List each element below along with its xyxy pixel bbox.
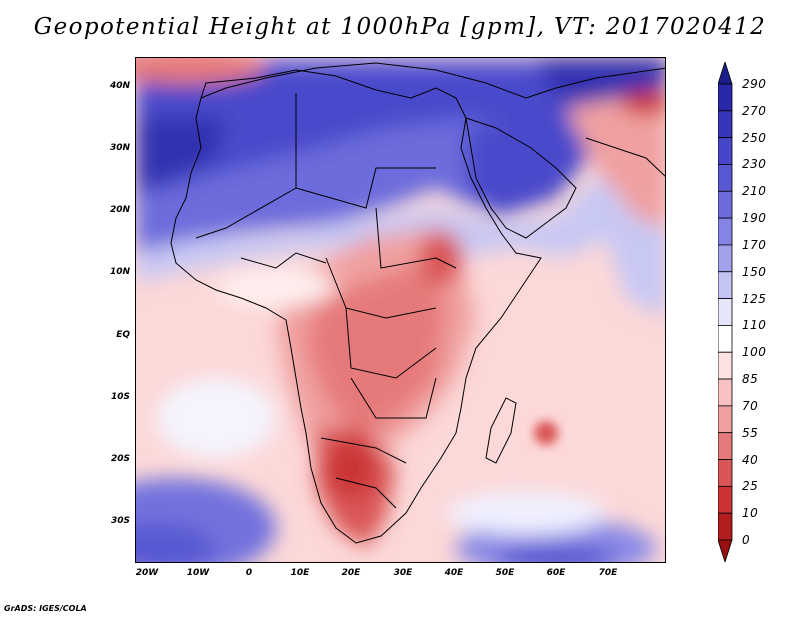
colorbar-label: 10 <box>742 506 759 521</box>
colorbar-label: 290 <box>742 77 767 91</box>
colorbar-label: 230 <box>742 157 767 172</box>
colorbar-label: 210 <box>742 184 767 199</box>
colorbar-label: 270 <box>742 103 767 118</box>
colorbar-label: 40 <box>742 452 759 467</box>
colorbar-label: 100 <box>742 345 767 360</box>
lat-label-20s: 20S <box>110 454 130 464</box>
colorbar-box <box>718 271 733 299</box>
colorbar-box <box>718 137 733 165</box>
lon-label-70e: 70E <box>598 568 618 578</box>
colorbar-box <box>718 217 733 246</box>
colorbar-label: 190 <box>742 211 767 226</box>
lat-label-eq: EQ <box>116 330 130 340</box>
colorbar-label: 250 <box>742 130 767 145</box>
colorbar-box <box>718 485 733 514</box>
colorbar-top-arrow <box>718 62 733 85</box>
colorbar-label: 170 <box>742 237 767 252</box>
colorbar-box <box>718 190 733 219</box>
lat-label-20n: 20N <box>109 205 130 215</box>
colorbar-box <box>718 378 733 407</box>
grads-credit: GrADS: IGES/COLA <box>4 604 87 613</box>
colorbar-box <box>718 298 733 326</box>
colorbar-label: 125 <box>742 291 767 306</box>
colorbar-box <box>718 459 733 487</box>
colorbar-label: 0 <box>742 533 751 547</box>
colorbar-label: 55 <box>742 425 759 440</box>
lat-label-30n: 30N <box>109 143 130 153</box>
lat-label-10s: 10S <box>110 392 130 402</box>
colorbar-label: 150 <box>742 264 767 279</box>
lon-label-0: 0 <box>245 568 253 578</box>
lon-label-10e: 10E <box>290 568 310 578</box>
map-title: Geopotential Height at 1000hPa [gpm], VT… <box>33 14 767 40</box>
colorbar-box <box>718 110 733 139</box>
colorbar-bottom-arrow <box>718 539 733 562</box>
lon-label-20e: 20E <box>341 568 361 578</box>
colorbar-box <box>718 432 733 460</box>
colorbar-box <box>718 512 733 541</box>
colorbar <box>718 62 733 562</box>
map-plot-area <box>135 57 666 563</box>
colorbar-label: 110 <box>742 318 767 333</box>
lon-label-60e: 60E <box>546 568 566 578</box>
geopotential-field <box>136 58 665 562</box>
colorbar-box <box>718 244 733 273</box>
colorbar-label: 85 <box>742 372 759 387</box>
colorbar-label: 70 <box>742 398 759 413</box>
colorbar-box <box>718 405 733 434</box>
lon-label-30e: 30E <box>393 568 413 578</box>
lat-label-10n: 10N <box>109 267 130 277</box>
lat-label-40n: 40N <box>109 81 130 91</box>
colorbar-label: 25 <box>742 479 759 494</box>
lon-label-40e: 40E <box>444 568 464 578</box>
lon-label-20w: 20W <box>135 568 159 578</box>
lon-label-50e: 50E <box>495 568 515 578</box>
lat-label-30s: 30S <box>110 516 130 526</box>
colorbar-box <box>718 83 733 112</box>
colorbar-box <box>718 325 733 353</box>
colorbar-box <box>718 164 733 192</box>
colorbar-box <box>718 351 733 380</box>
lon-label-10w: 10W <box>186 568 210 578</box>
